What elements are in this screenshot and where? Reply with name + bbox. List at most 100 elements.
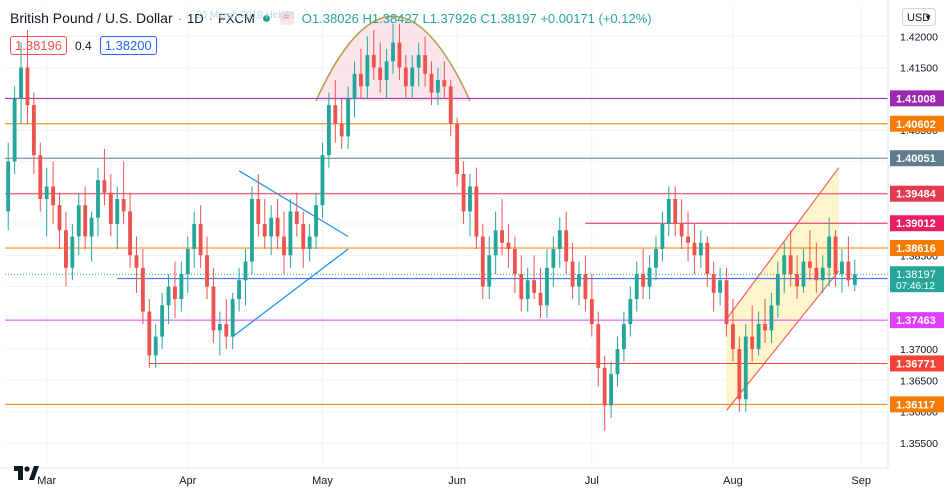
candle-body xyxy=(352,73,357,99)
level-price-label: 1.38616 xyxy=(896,243,936,255)
candle xyxy=(621,311,626,362)
candle xyxy=(76,192,81,256)
candle xyxy=(115,186,120,250)
candle xyxy=(583,255,588,312)
candle-body xyxy=(339,123,344,137)
price-tick-label: 1.42000 xyxy=(900,31,938,43)
candle xyxy=(448,80,453,137)
candle xyxy=(589,274,594,337)
candle xyxy=(237,267,242,312)
candle xyxy=(756,311,761,356)
sell-price-button[interactable]: 1.38196 xyxy=(10,36,67,55)
candle-body xyxy=(538,292,543,306)
candle-body xyxy=(121,198,126,212)
trade-prices: 1.38196 0.4 1.38200 xyxy=(10,36,157,55)
candle xyxy=(128,192,132,268)
drawing-layer xyxy=(232,15,840,411)
interval-label[interactable]: 1D xyxy=(186,10,204,26)
candle-body xyxy=(44,186,49,199)
candle-body xyxy=(173,286,177,300)
candle-body xyxy=(840,261,844,275)
candle xyxy=(596,311,601,387)
candle-body xyxy=(673,198,678,224)
level-price-tag xyxy=(890,215,944,232)
candle-body xyxy=(641,274,646,287)
candle xyxy=(249,186,254,275)
level-price-tag xyxy=(890,90,944,107)
candle-body xyxy=(782,255,787,275)
candle-body xyxy=(814,267,819,281)
candle-body xyxy=(551,249,556,268)
candle xyxy=(153,324,158,368)
level-price-tag xyxy=(890,185,944,202)
candle xyxy=(852,259,857,292)
candle-body xyxy=(301,223,306,250)
candle xyxy=(654,236,658,281)
candle xyxy=(108,173,113,237)
candle-body xyxy=(384,61,389,81)
candle-body xyxy=(429,73,434,93)
candle xyxy=(294,192,299,237)
candle xyxy=(339,98,344,149)
candle-body xyxy=(205,255,209,287)
currency-select[interactable]: USD ▼ xyxy=(902,8,936,26)
replay-icon[interactable]: ≈ xyxy=(279,11,294,25)
candle-body xyxy=(621,324,626,350)
candle xyxy=(140,249,145,325)
symbol-name[interactable]: British Pound / U.S. Dollar xyxy=(10,10,173,26)
candle xyxy=(403,55,408,99)
candle xyxy=(493,211,498,275)
candle xyxy=(83,186,88,250)
candle-body xyxy=(775,274,780,306)
candle xyxy=(519,255,524,312)
candle xyxy=(647,255,652,300)
level-price-label: 1.40051 xyxy=(896,153,936,165)
grid-layer xyxy=(5,5,888,468)
candle xyxy=(256,173,261,237)
candle xyxy=(698,230,703,268)
candle-body xyxy=(275,217,280,237)
candle-body xyxy=(589,299,594,325)
candle xyxy=(230,292,235,350)
tradingview-logo-icon[interactable] xyxy=(12,462,40,484)
candle-body xyxy=(243,261,248,281)
candle xyxy=(384,48,389,99)
candle-body xyxy=(262,223,267,237)
candle-body xyxy=(500,230,504,243)
candle-body xyxy=(756,324,761,350)
candle xyxy=(262,198,267,250)
candle-body xyxy=(480,236,485,287)
candle xyxy=(557,217,562,268)
candle xyxy=(538,267,543,318)
candle-body xyxy=(583,274,588,300)
candle xyxy=(89,211,94,262)
currency-label: USD xyxy=(907,12,931,24)
market-open-icon xyxy=(262,14,270,22)
candle-body xyxy=(474,186,479,237)
level-price-label: 1.39484 xyxy=(896,189,937,201)
candle-body xyxy=(83,205,88,237)
candle-layer xyxy=(6,23,857,431)
candle xyxy=(500,198,504,256)
candle xyxy=(134,236,139,293)
candle xyxy=(577,261,581,306)
candle-body xyxy=(423,55,428,74)
level-layer xyxy=(5,97,888,405)
candle-body xyxy=(128,211,132,256)
candle xyxy=(429,61,434,106)
candle xyxy=(442,61,447,99)
candle xyxy=(359,48,363,99)
candle-body xyxy=(827,236,832,268)
level-price-tag xyxy=(890,115,944,132)
candle-body xyxy=(705,242,710,275)
buy-price-button[interactable]: 1.38200 xyxy=(99,36,157,55)
candle xyxy=(301,211,306,268)
level-price-label: 1.41008 xyxy=(896,93,936,105)
candle-body xyxy=(249,198,254,262)
candle-body xyxy=(628,299,633,325)
candle-body xyxy=(320,155,325,206)
candle xyxy=(51,161,56,224)
candle-body xyxy=(807,261,812,268)
